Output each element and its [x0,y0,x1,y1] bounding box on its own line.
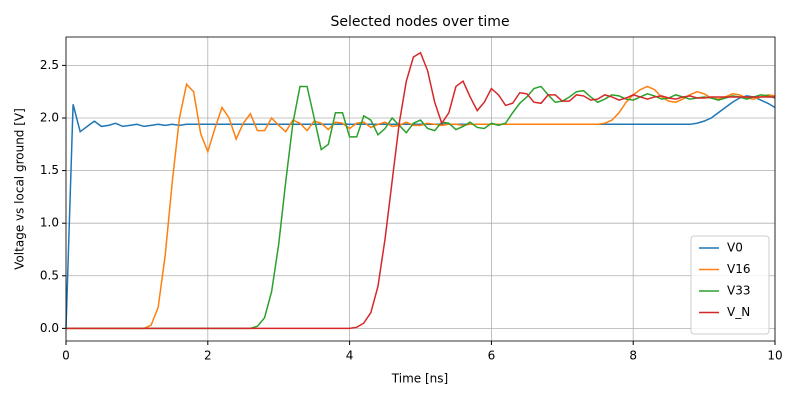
y-tick-label: 1.5 [40,163,59,177]
x-tick-label: 4 [346,349,354,363]
x-tick-label: 0 [62,349,70,363]
legend-label: V16 [727,262,750,276]
y-tick-label: 2.5 [40,58,59,72]
x-axis-label: Time [ns] [391,372,448,386]
legend-label: V33 [727,284,750,298]
legend-label: V_N [727,305,750,319]
series-line [65,95,776,329]
y-tick-label: 1.0 [40,216,59,230]
series-line [66,82,776,330]
chart-title: Selected nodes over time [330,14,509,30]
x-tick-label: 8 [629,349,637,363]
plot-frame [65,36,776,342]
y-tick-label: 0.0 [40,321,59,335]
y-tick-label: 2.0 [40,110,59,124]
series-line [66,51,775,330]
y-tick-label: 0.5 [40,268,59,282]
series-line [66,85,776,330]
legend-box [690,235,770,335]
x-tick-label: 10 [767,349,782,363]
x-tick-label: 6 [488,349,496,363]
legend-label: V0 [727,241,743,255]
x-tick-label: 2 [204,349,212,363]
y-axis-label: Voltage vs local ground [V] [13,108,27,270]
